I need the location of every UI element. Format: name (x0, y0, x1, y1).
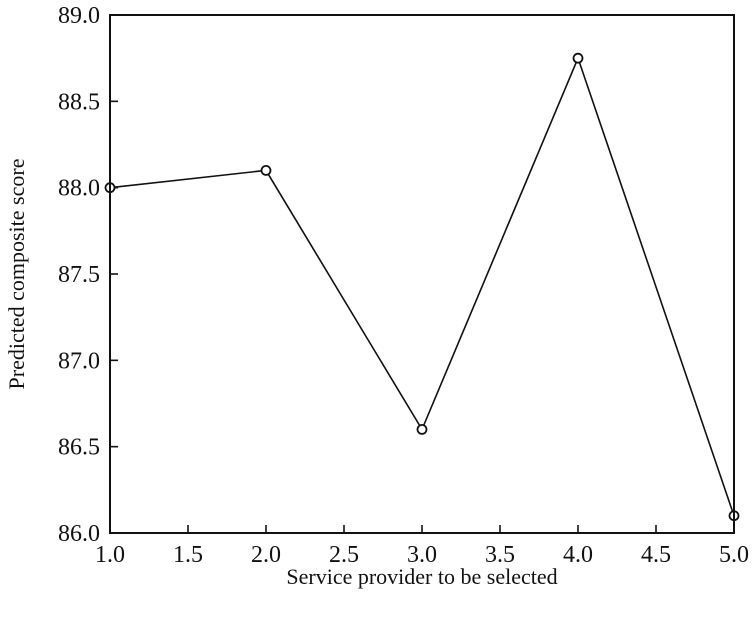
x-tick-label: 3.5 (485, 542, 515, 568)
plot-frame (109, 14, 735, 534)
x-tick-label: 2.5 (329, 542, 359, 568)
x-tick-label: 4.5 (641, 542, 671, 568)
x-axis-ticks: 1.0 1.5 2.0 2.5 3.0 3.5 4.0 4.5 5.0 (95, 525, 749, 568)
y-tick-label: 88.5 (58, 89, 100, 115)
y-tick-label: 87.0 (58, 348, 100, 374)
y-tick-label: 87.5 (58, 262, 100, 288)
data-point (416, 423, 428, 435)
x-tick-label: 2.0 (251, 542, 281, 568)
x-tick-label: 5.0 (719, 542, 749, 568)
x-axis-title: Service provider to be selected (286, 564, 557, 589)
y-tick-label: 88.0 (58, 176, 100, 202)
data-point (260, 164, 272, 176)
series-layer (104, 52, 740, 522)
y-tick-label: 86.0 (58, 521, 100, 547)
x-tick-label: 3.0 (407, 542, 437, 568)
y-tick-label: 86.5 (58, 435, 100, 461)
data-point (572, 52, 584, 64)
y-axis-title: Predicted composite score (4, 159, 29, 390)
y-tick-label: 89.0 (58, 3, 100, 29)
x-tick-label: 1.5 (173, 542, 203, 568)
x-tick-label: 4.0 (563, 542, 593, 568)
series-line (109, 55, 735, 516)
x-tick-label: 1.0 (95, 542, 125, 568)
y-axis-ticks: 86.0 86.5 87.0 87.5 88.0 88.5 89.0 (58, 3, 118, 547)
